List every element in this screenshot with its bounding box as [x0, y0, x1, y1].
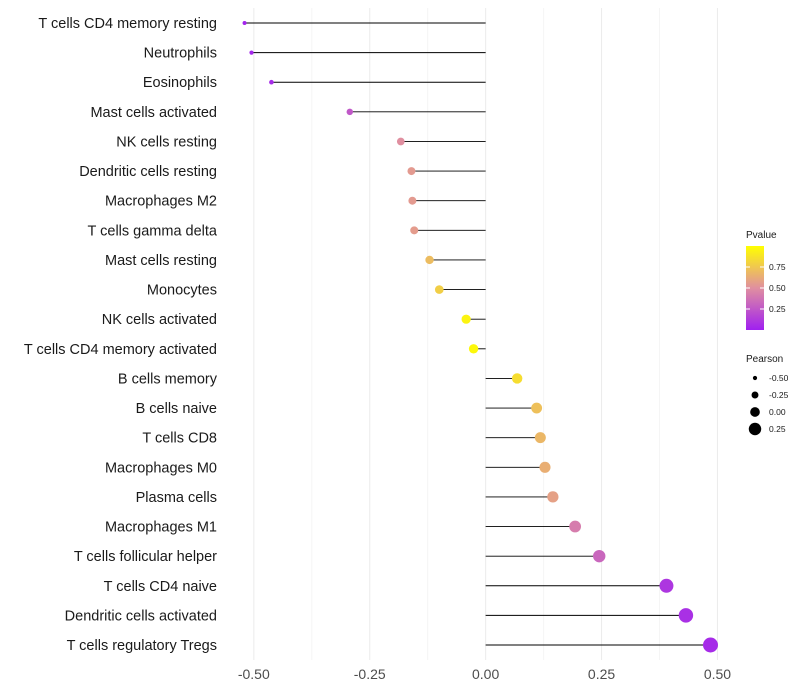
category-labels: T cells CD4 memory resting Neutrophils Eos…	[24, 16, 218, 654]
category-label: T cells regulatory Tregs	[67, 638, 217, 654]
point	[531, 402, 543, 414]
point	[461, 314, 471, 324]
pearson-size-key	[752, 375, 758, 381]
category-label: Plasma cells	[136, 490, 217, 506]
category-label: Monocytes	[147, 283, 217, 299]
category-label: Macrophages M2	[105, 194, 217, 210]
category-label: Dendritic cells resting	[79, 164, 217, 180]
pearson-size-label: -0.50	[769, 373, 789, 383]
point	[534, 432, 546, 444]
point	[703, 637, 718, 653]
category-label: T cells CD8	[142, 431, 217, 447]
point	[242, 21, 247, 25]
point	[468, 344, 479, 354]
x-axis-tick-labels: -0.50 -0.25 0.00 0.25 0.50	[238, 666, 731, 682]
point	[539, 461, 551, 473]
category-label: T cells CD4 memory resting	[38, 16, 217, 32]
point	[346, 108, 354, 116]
category-label: Eosinophils	[143, 75, 217, 91]
x-tick-label: 0.50	[704, 666, 731, 682]
point	[407, 167, 416, 176]
pvalue-colorbar	[746, 246, 764, 330]
category-label: Neutrophils	[144, 46, 217, 62]
point	[659, 578, 674, 593]
stem-layer	[244, 22, 711, 646]
point-layer	[242, 21, 718, 653]
pearson-size-label: 0.25	[769, 424, 786, 434]
point	[249, 50, 254, 55]
pearson-size-legend: Pearson -0.50 -0.25 0.00 0.25	[746, 354, 789, 436]
pearson-legend-title: Pearson	[746, 354, 783, 365]
point	[269, 79, 274, 85]
category-label: Macrophages M0	[105, 460, 217, 476]
category-label: B cells naive	[136, 401, 217, 417]
pvalue-color-legend: Pvalue 0.25 0.50 0.75	[746, 230, 786, 330]
point	[408, 196, 417, 205]
x-tick-label: -0.50	[238, 666, 270, 682]
pearson-size-label: -0.25	[769, 390, 789, 400]
x-tick-label: 0.25	[588, 666, 615, 682]
point	[425, 255, 434, 265]
point	[593, 549, 606, 563]
point	[678, 608, 694, 623]
category-label: Mast cells resting	[105, 253, 217, 269]
category-label: T cells CD4 naive	[104, 579, 217, 595]
point	[511, 373, 523, 384]
pearson-size-label: 0.00	[769, 407, 786, 417]
pearson-size-key	[751, 391, 759, 399]
pearson-size-key	[748, 422, 762, 436]
point	[410, 226, 419, 235]
pvalue-tick-label: 0.25	[769, 304, 786, 314]
category-label: B cells memory	[118, 371, 218, 387]
x-tick-label: -0.25	[354, 666, 386, 682]
category-label: Mast cells activated	[90, 105, 217, 121]
category-label: T cells follicular helper	[74, 549, 217, 565]
pearson-size-key	[750, 407, 760, 417]
x-tick-label: 0.00	[472, 666, 499, 682]
category-label: Macrophages M1	[105, 520, 217, 536]
category-label: T cells CD4 memory activated	[24, 342, 217, 358]
category-label: NK cells activated	[102, 312, 217, 328]
pvalue-tick-label: 0.75	[769, 262, 786, 272]
point	[434, 285, 444, 294]
point	[569, 520, 582, 533]
pvalue-tick-label: 0.50	[769, 283, 786, 293]
pvalue-legend-title: Pvalue	[746, 230, 777, 241]
point	[547, 491, 559, 503]
category-label: T cells gamma delta	[88, 223, 218, 239]
category-label: Dendritic cells activated	[65, 608, 217, 624]
point	[396, 137, 405, 146]
grid-layer	[253, 8, 718, 660]
category-label: NK cells resting	[116, 134, 217, 150]
